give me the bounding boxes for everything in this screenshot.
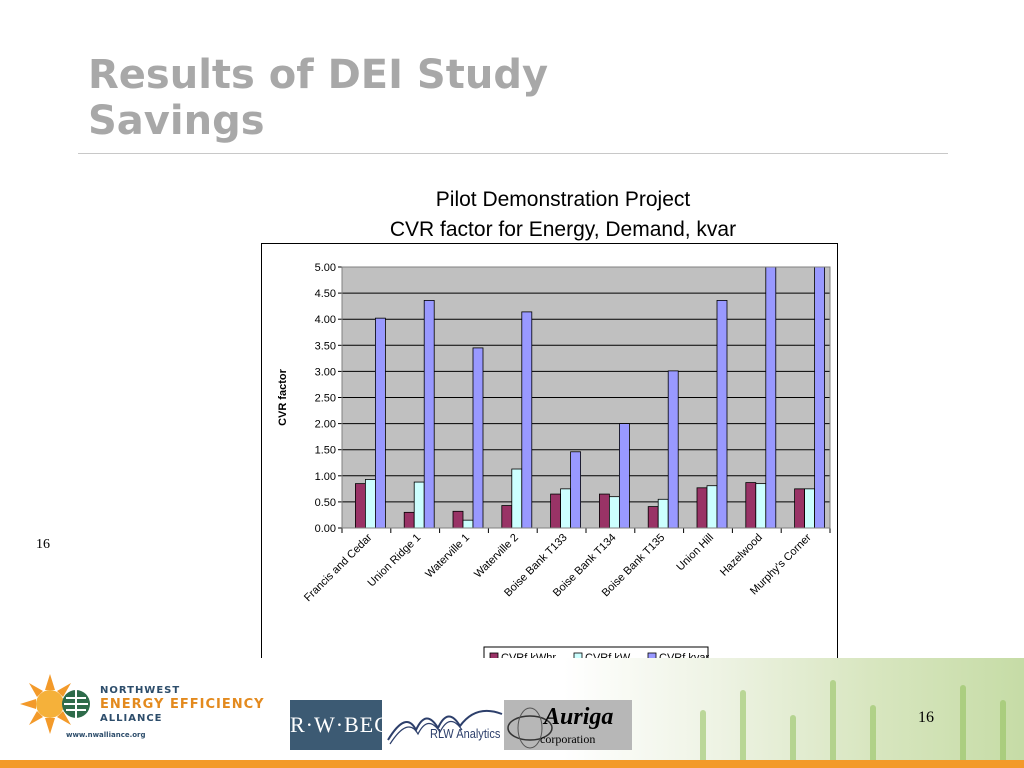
auriga-logo-name: Auriga (544, 704, 614, 730)
bar-cvrf-kvar (814, 266, 825, 529)
grass-decoration (790, 715, 796, 760)
y-tick-label: 5.00 (315, 262, 336, 274)
x-tick-label: Union Hill (674, 532, 716, 574)
page-number-left: 16 (36, 537, 50, 552)
title-divider (78, 153, 948, 154)
bar-cvrf-kvar (375, 317, 386, 529)
bar-cvrf-kvar (423, 300, 435, 529)
bar-cvrf-kwhr (598, 493, 610, 529)
bar-cvrf-kwhr (745, 482, 757, 529)
nwea-logo-line1: NORTHWEST (100, 685, 181, 696)
nwea-logo-line3: ALLIANCE (100, 713, 163, 724)
page-number-right: 16 (918, 709, 934, 726)
bar-cvrf-kvar (765, 266, 777, 529)
grass-decoration (960, 685, 966, 760)
bar-cvrf-kwhr (403, 511, 415, 529)
bar-cvrf-kvar (618, 423, 630, 529)
bar-cvrf-kw (560, 488, 572, 529)
x-tick-label: Francis and Cedar (302, 531, 375, 604)
bar-cvrf-kw (608, 496, 620, 529)
chart-title-line1: Pilot Demonstration Project (435, 188, 691, 211)
y-tick-label: 0.00 (315, 523, 336, 535)
bar-cvrf-kw (755, 483, 767, 529)
footer-accent-bar (0, 760, 1024, 768)
bar-cvrf-kvar (716, 300, 728, 529)
bar-cvrf-kwhr (794, 488, 805, 529)
y-tick-label: 1.00 (315, 471, 336, 483)
bar-cvrf-kwhr (550, 493, 562, 529)
bar-cvrf-kwhr (452, 510, 464, 529)
bar-cvrf-kw (365, 479, 376, 529)
y-tick-label: 4.50 (315, 288, 336, 300)
bar-cvrf-kw (657, 498, 669, 529)
plot-border (341, 266, 831, 529)
grass-decoration (1000, 700, 1006, 760)
bar-cvrf-kw (511, 468, 523, 529)
y-tick-label: 0.50 (315, 497, 336, 509)
bar-cvrf-kvar (667, 370, 679, 529)
x-tick-label: Waterville 1 (423, 532, 472, 581)
auriga-logo: Auriga corporation (504, 700, 632, 750)
y-tick-label: 1.50 (315, 445, 336, 457)
nwea-logo-line2: ENERGY EFFICIENCY (100, 697, 265, 712)
bar-cvrf-kwhr (501, 505, 513, 529)
grass-decoration (870, 705, 876, 760)
bar-cvrf-kw (804, 488, 815, 529)
slide-title: Results of DEI Study Savings (88, 52, 548, 144)
bar-cvrf-kw (706, 485, 718, 529)
nwea-sun-icon (20, 674, 90, 734)
rlw-logo-text: RLW Analytics (430, 726, 501, 741)
x-tick-label: Hazelwood (718, 532, 765, 579)
bar-cvrf-kvar (521, 311, 533, 529)
grass-decoration (830, 680, 836, 760)
y-tick-label: 3.50 (315, 340, 336, 352)
bar-cvrf-kvar (570, 451, 582, 529)
y-tick-label: 2.00 (315, 419, 336, 431)
bar-cvrf-kwhr (696, 487, 708, 529)
bar-cvrf-kwhr (355, 483, 366, 529)
y-axis-label: CVR factor (277, 368, 289, 426)
bar-cvrf-kw (462, 519, 474, 529)
chart-title-line2: CVR factor for Energy, Demand, kvar (389, 218, 737, 241)
rwbeck-logo: R·W·BECK (290, 700, 406, 750)
bar-chart: 0.00 0.50 1.00 1.50 2.00 2.50 3.00 3.50 4.00 4.50… (277, 262, 831, 668)
y-tick-label: 2.50 (315, 393, 336, 405)
x-tick-label: Waterville 2 (472, 532, 521, 581)
slide-title-line2: Savings (88, 98, 265, 144)
nwea-url: www.nwalliance.org (66, 731, 146, 739)
auriga-swirl-icon (507, 707, 553, 749)
y-tick-label: 4.00 (315, 314, 336, 326)
bar-cvrf-kw (413, 481, 425, 529)
grass-decoration (700, 710, 706, 760)
slide-title-line1: Results of DEI Study (88, 52, 549, 98)
auriga-logo-sub: corporation (540, 732, 596, 746)
bar-cvrf-kvar (472, 347, 484, 529)
grass-decoration (740, 690, 746, 760)
bar-cvrf-kwhr (647, 506, 659, 529)
chart-frame: 0.00 0.50 1.00 1.50 2.00 2.50 3.00 3.50 4.00 4.50… (261, 243, 838, 671)
y-tick-label: 3.00 (315, 366, 336, 378)
rlw-swoosh-icon (387, 710, 503, 745)
